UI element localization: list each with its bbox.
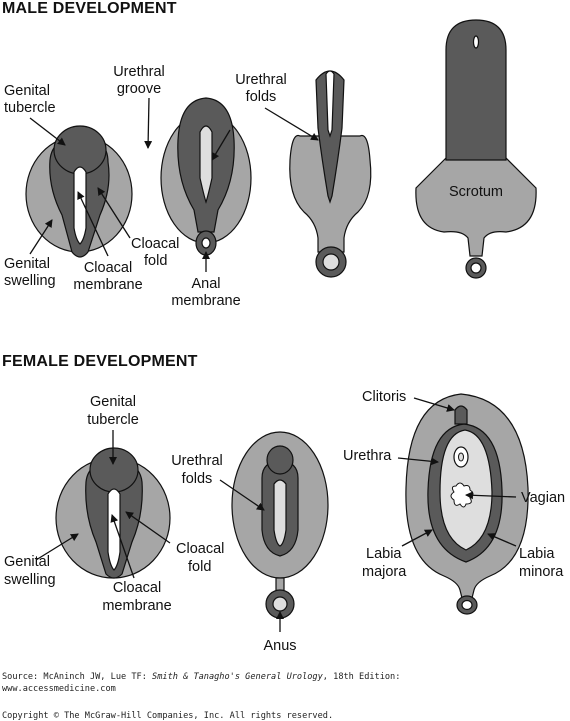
leader-male-genital-tubercle — [29, 117, 66, 146]
vaginal-opening-shape — [450, 482, 474, 508]
label-cloacal-membrane-line2: membrane — [73, 277, 142, 293]
label-urethral-folds-line2: folds — [246, 89, 277, 105]
label-urethra: Urethra — [343, 448, 392, 464]
label-anal-membrane-line2: membrane — [171, 293, 240, 309]
clitoral-tip-shape — [266, 445, 294, 475]
leader-male-urethral-groove — [144, 97, 153, 149]
male-stage-2-figure — [160, 97, 252, 256]
anus-shape — [461, 599, 473, 611]
urethral-groove-shape — [199, 125, 213, 204]
cloacal-membrane-shape — [107, 488, 121, 571]
anus-shape — [272, 596, 288, 612]
penis-shape — [445, 19, 507, 161]
male-stage-3-figure — [289, 70, 372, 278]
leader-female-genital-swelling — [35, 533, 79, 561]
label-clitoris: Clitoris — [362, 389, 406, 405]
leader-male-cloacal-membrane — [77, 191, 109, 257]
male-stage-4-figure — [415, 19, 537, 279]
leader-male-genital-swelling — [29, 219, 53, 255]
scrotum-shape — [415, 157, 537, 257]
urethral-folds-groove-shape — [325, 70, 335, 138]
female-stage-1-figure — [55, 447, 171, 579]
leader-female-clitoris — [413, 397, 455, 412]
label-genital-tubercle-line1: Genital — [90, 394, 136, 410]
leader-female-vagian — [465, 491, 517, 500]
genital-tubercle-shape — [89, 447, 139, 493]
label-cloacal-membrane-line2: membrane — [102, 598, 171, 614]
label-cloacal-membrane-line1: Cloacal — [84, 260, 132, 276]
label-genital-tubercle-line1: Genital — [4, 83, 50, 99]
label-urethral-groove-line2: groove — [117, 81, 161, 97]
label-labia-minora-line1: Labia — [519, 546, 555, 562]
male-development-heading: MALE DEVELOPMENT — [2, 0, 177, 17]
source-suffix: , 18th Edition: — [322, 672, 401, 682]
label-labia-majora-line1: Labia — [366, 546, 402, 562]
label-urethral-folds-line1: Urethral — [235, 72, 287, 88]
leader-male-urethral-folds — [264, 107, 319, 141]
leader-female-urethra — [397, 457, 439, 466]
leader-lines — [29, 97, 517, 632]
label-genital-swelling-line2: swelling — [4, 273, 56, 289]
male-stage-1-figure — [25, 125, 133, 258]
leader-male-cloacal-fold — [97, 187, 131, 239]
label-urethral-folds-line2: folds — [182, 471, 213, 487]
label-genital-tubercle-line2: tubercle — [4, 100, 56, 116]
source-title: Smith & Tanagho's General Urology — [152, 672, 323, 682]
urethral-meatus-shape — [472, 35, 480, 49]
label-anus: Anus — [263, 638, 296, 654]
male-labels: Genital tubercle Urethral groove Urethra… — [4, 64, 503, 309]
label-labia-minora-line2: minora — [519, 564, 564, 580]
label-vagian: Vagian — [521, 490, 565, 506]
anus-shape — [470, 262, 482, 274]
leader-female-cloacal-membrane — [110, 514, 135, 579]
copyright-notice: Copyright © The McGraw-Hill Companies, I… — [2, 711, 334, 721]
female-stage-2-figure — [231, 431, 329, 619]
female-stage-3-figure — [405, 393, 529, 615]
label-cloacal-membrane-line1: Cloacal — [113, 580, 161, 596]
label-cloacal-fold-line1: Cloacal — [176, 541, 224, 557]
anus-shape — [322, 253, 340, 271]
label-urethral-groove-line1: Urethral — [113, 64, 165, 80]
label-scrotum: Scrotum — [449, 184, 503, 200]
label-genital-swelling-line1: Genital — [4, 256, 50, 272]
clitoris-shape — [454, 405, 468, 425]
female-labels: Genital tubercle Genital swelling Cloaca… — [4, 389, 565, 654]
leader-female-labia-majora — [401, 529, 433, 547]
urethral-opening-inner-shape — [458, 452, 464, 462]
anal-membrane-shape — [201, 237, 211, 249]
label-anal-membrane-line1: Anal — [191, 276, 220, 292]
leader-female-labia-minora — [487, 533, 517, 547]
label-cloacal-fold-line1: Cloacal — [131, 236, 179, 252]
source-prefix: Source: McAninch JW, Lue TF: — [2, 672, 153, 682]
cloacal-membrane-shape — [73, 166, 87, 245]
label-genital-swelling-line1: Genital — [4, 554, 50, 570]
source-citation: Source: McAninch JW, Lue TF: Smith & Tan… — [2, 672, 400, 682]
leader-female-cloacal-fold — [125, 511, 171, 544]
source-url: www.accessmedicine.com — [2, 684, 116, 694]
label-labia-majora-line2: majora — [362, 564, 407, 580]
label-genital-swelling-line2: swelling — [4, 572, 56, 588]
leader-female-urethral-folds — [219, 479, 265, 511]
label-urethral-folds-line1: Urethral — [171, 453, 223, 469]
label-genital-tubercle-line2: tubercle — [87, 412, 139, 428]
urogenital-groove-shape — [273, 479, 287, 547]
leader-male-urethral-groove-2 — [211, 129, 231, 161]
label-cloacal-fold-line2: fold — [188, 559, 211, 575]
label-cloacal-fold-line2: fold — [144, 253, 167, 269]
female-development-heading: FEMALE DEVELOPMENT — [2, 353, 198, 370]
